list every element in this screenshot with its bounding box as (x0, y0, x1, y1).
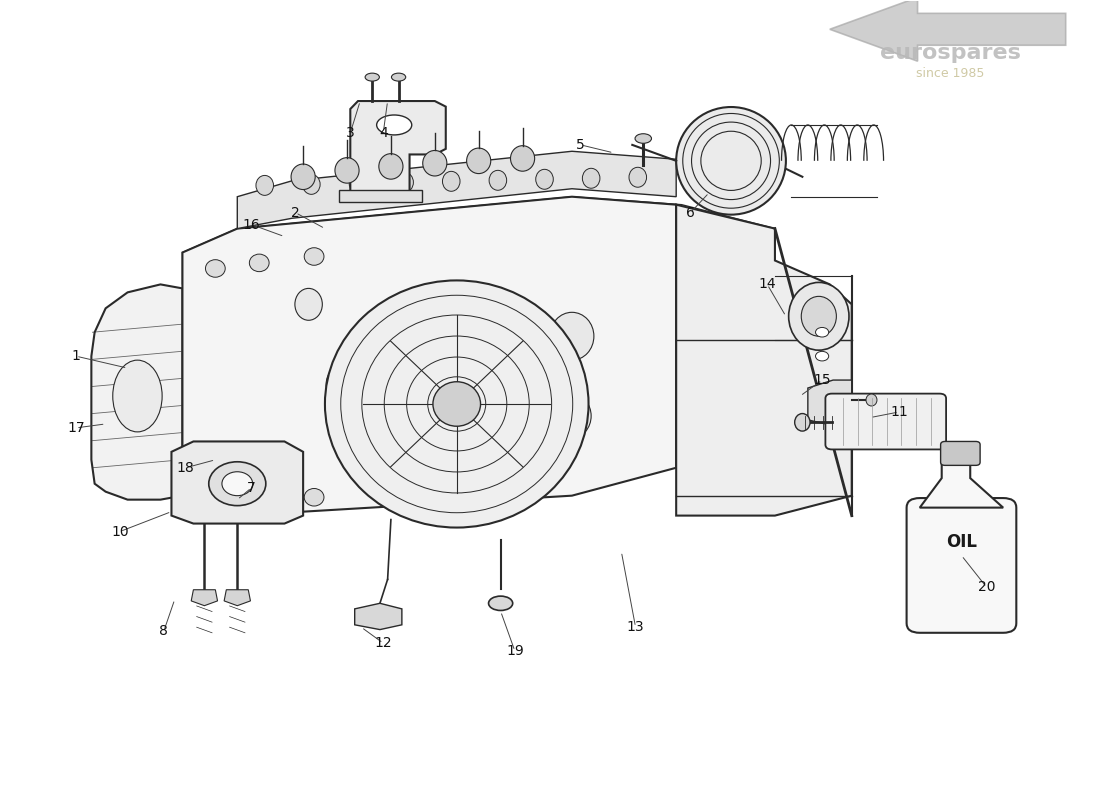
Ellipse shape (536, 170, 553, 190)
Text: 12: 12 (374, 636, 392, 650)
FancyBboxPatch shape (906, 498, 1016, 633)
Text: OIL: OIL (946, 533, 977, 551)
Ellipse shape (324, 281, 588, 527)
Ellipse shape (635, 134, 651, 143)
Ellipse shape (815, 327, 828, 337)
Ellipse shape (815, 351, 828, 361)
FancyBboxPatch shape (940, 442, 980, 466)
Polygon shape (238, 151, 676, 229)
Ellipse shape (365, 73, 380, 81)
Bar (339, 190, 421, 202)
Ellipse shape (334, 158, 359, 183)
Text: 10: 10 (111, 525, 129, 538)
Text: 11: 11 (890, 405, 908, 419)
Ellipse shape (349, 174, 366, 194)
Ellipse shape (327, 366, 356, 402)
Ellipse shape (789, 282, 849, 350)
Polygon shape (172, 442, 304, 523)
Ellipse shape (550, 312, 594, 360)
Ellipse shape (552, 394, 591, 438)
Ellipse shape (302, 174, 320, 194)
FancyBboxPatch shape (825, 394, 946, 450)
Ellipse shape (295, 288, 322, 320)
Text: 18: 18 (177, 461, 195, 474)
Ellipse shape (305, 248, 324, 266)
Ellipse shape (396, 172, 414, 192)
Polygon shape (191, 590, 218, 606)
Text: 17: 17 (67, 421, 85, 435)
Ellipse shape (250, 254, 270, 272)
Ellipse shape (206, 260, 225, 278)
Ellipse shape (422, 150, 447, 176)
Text: 20: 20 (978, 580, 996, 594)
Polygon shape (183, 197, 676, 515)
Polygon shape (224, 590, 251, 606)
Ellipse shape (378, 154, 403, 179)
Text: 7: 7 (248, 481, 256, 494)
Polygon shape (829, 0, 1066, 61)
Ellipse shape (488, 596, 513, 610)
Text: 3: 3 (345, 126, 354, 140)
Text: 13: 13 (627, 620, 645, 634)
Text: 1: 1 (72, 349, 80, 363)
Ellipse shape (794, 414, 810, 431)
Ellipse shape (433, 382, 481, 426)
Text: 6: 6 (686, 206, 695, 220)
Ellipse shape (256, 175, 274, 195)
Text: a passion for cars since 1985: a passion for cars since 1985 (233, 442, 538, 462)
Ellipse shape (866, 394, 877, 406)
Text: 4: 4 (378, 126, 387, 140)
Polygon shape (676, 205, 851, 515)
Polygon shape (807, 380, 851, 426)
Text: 8: 8 (160, 624, 168, 638)
Ellipse shape (582, 168, 600, 188)
Text: 14: 14 (758, 278, 777, 291)
Ellipse shape (466, 148, 491, 174)
Text: eurospares: eurospares (880, 43, 1021, 63)
Ellipse shape (305, 489, 324, 506)
Ellipse shape (206, 475, 225, 493)
Ellipse shape (510, 146, 535, 171)
Ellipse shape (442, 171, 460, 191)
Ellipse shape (292, 164, 316, 190)
Text: 15: 15 (813, 373, 830, 387)
Ellipse shape (250, 483, 270, 501)
Polygon shape (350, 101, 446, 197)
Ellipse shape (376, 115, 411, 135)
Text: 19: 19 (506, 644, 524, 658)
Polygon shape (91, 285, 183, 500)
Text: 2: 2 (292, 206, 300, 220)
Text: since 1985: since 1985 (916, 66, 984, 80)
Text: 5: 5 (576, 138, 585, 152)
Ellipse shape (801, 296, 836, 336)
Ellipse shape (392, 73, 406, 81)
Ellipse shape (676, 107, 785, 214)
Ellipse shape (222, 472, 253, 496)
Ellipse shape (629, 167, 647, 187)
Ellipse shape (490, 170, 507, 190)
Text: eurospares: eurospares (109, 345, 618, 423)
Polygon shape (183, 197, 774, 285)
Polygon shape (354, 603, 402, 630)
Text: 16: 16 (243, 218, 261, 232)
Ellipse shape (209, 462, 266, 506)
Ellipse shape (113, 360, 162, 432)
Polygon shape (920, 462, 1003, 508)
